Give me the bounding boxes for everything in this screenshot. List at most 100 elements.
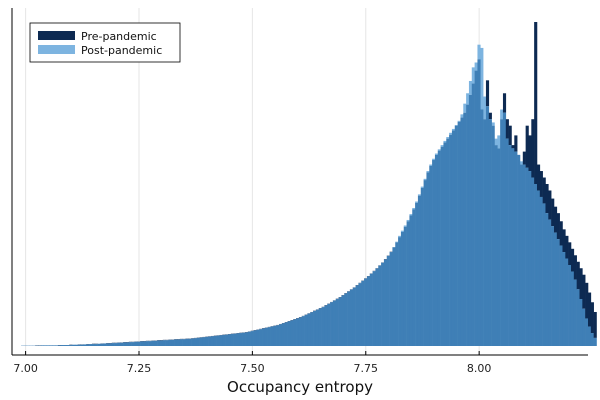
overlap-bar	[494, 145, 498, 346]
pre-pandemic-bar	[514, 135, 518, 152]
overlap-bar	[66, 345, 70, 346]
legend-swatch-post-pandemic	[38, 45, 75, 54]
overlap-bar	[151, 340, 155, 346]
overlap-bar	[406, 221, 410, 346]
overlap-bar	[253, 330, 257, 346]
overlap-bar	[196, 337, 200, 346]
post-pandemic-bar	[468, 80, 473, 95]
pre-pandemic-bar	[531, 119, 535, 178]
overlap-bar	[590, 333, 594, 346]
post-pandemic-bar	[454, 125, 458, 126]
overlap-bar	[290, 320, 294, 346]
overlap-bar	[409, 215, 413, 346]
overlap-bar	[389, 252, 393, 346]
legend: Pre-pandemic Post-pandemic	[29, 22, 181, 63]
overlap-bar	[131, 342, 135, 346]
overlap-bar	[403, 226, 407, 346]
overlap-bar	[488, 119, 492, 346]
overlap-bar	[148, 341, 152, 346]
overlap-bar	[395, 242, 399, 346]
overlap-bar	[449, 134, 453, 346]
overlap-bar	[378, 265, 382, 346]
overlap-bar	[415, 202, 419, 346]
overlap-bar	[570, 271, 575, 346]
overlap-bar	[440, 146, 444, 346]
pre-pandemic-bar	[553, 206, 558, 233]
post-pandemic-bar	[406, 219, 410, 222]
overlap-bar	[250, 331, 254, 346]
post-pandemic-bar	[423, 178, 427, 181]
overlap-bar	[400, 231, 405, 346]
overlap-bar	[219, 335, 223, 346]
overlap-bar	[576, 289, 580, 346]
overlap-bar	[213, 335, 217, 346]
overlap-bar	[344, 293, 348, 346]
overlap-bar	[307, 313, 311, 346]
pre-pandemic-bars	[21, 22, 597, 347]
overlap-bar	[500, 119, 504, 346]
overlap-bar	[593, 337, 597, 346]
overlap-bar	[398, 237, 402, 346]
pre-pandemic-bar	[568, 242, 572, 265]
overlap-bar	[262, 328, 266, 346]
overlap-bar	[114, 343, 118, 346]
pre-pandemic-bar	[528, 135, 532, 172]
overlap-bar	[466, 104, 470, 347]
overlap-bar	[279, 324, 283, 346]
overlap-bar	[43, 345, 47, 346]
post-pandemic-bar	[463, 103, 467, 113]
x-tick-label: 7.50	[240, 362, 265, 375]
pre-pandemic-bar	[576, 261, 580, 290]
overlap-bar	[588, 326, 592, 346]
overlap-bar	[347, 291, 351, 346]
overlap-bar	[545, 213, 549, 346]
post-pandemic-bar	[432, 158, 436, 161]
pre-pandemic-bar	[536, 164, 541, 191]
overlap-bar	[239, 333, 243, 346]
legend-box	[29, 22, 181, 63]
overlap-bar	[429, 165, 433, 346]
post-pandemic-bar	[480, 47, 484, 110]
pre-pandemic-bar	[565, 235, 569, 259]
overlap-bar	[375, 268, 379, 346]
pre-pandemic-bar	[559, 221, 563, 246]
overlap-bar	[556, 239, 560, 346]
pre-pandemic-bar	[508, 125, 512, 146]
overlap-bar	[225, 334, 229, 346]
overlap-bar	[531, 177, 535, 346]
post-pandemic-bar	[494, 138, 498, 146]
overlap-bar	[103, 343, 107, 346]
pre-pandemic-bar	[525, 125, 529, 168]
post-pandemic-bar	[474, 62, 478, 71]
overlap-bar	[313, 311, 317, 346]
legend-swatch-pre-pandemic	[38, 31, 75, 40]
overlap-bar	[491, 125, 495, 347]
overlap-bar	[330, 302, 334, 346]
post-pandemic-bar	[451, 128, 456, 131]
overlap-bar	[525, 167, 529, 346]
pre-pandemic-bar	[545, 184, 549, 214]
post-pandemic-bar	[491, 122, 495, 126]
overlap-bar	[228, 334, 232, 346]
overlap-bar	[519, 164, 524, 346]
overlap-bar	[443, 142, 447, 346]
pre-pandemic-bar	[590, 302, 594, 334]
x-tick-label: 7.25	[127, 362, 152, 375]
overlap-bar	[485, 106, 490, 347]
overlap-bar	[125, 342, 130, 346]
overlap-bar	[579, 299, 583, 346]
overlap-bar	[366, 276, 371, 346]
overlap-bar	[72, 344, 76, 346]
post-pandemic-bar	[403, 225, 407, 227]
overlap-bar	[86, 344, 90, 346]
pre-pandemic-bar	[488, 112, 492, 120]
pre-pandemic-bar	[502, 93, 507, 113]
overlap-bar	[120, 342, 124, 346]
post-pandemic-bar	[440, 145, 444, 147]
overlap-bar	[216, 335, 220, 346]
overlap-bar	[281, 323, 285, 346]
overlap-bar	[296, 318, 300, 346]
overlap-bar	[222, 334, 226, 346]
overlap-bar	[267, 327, 271, 346]
